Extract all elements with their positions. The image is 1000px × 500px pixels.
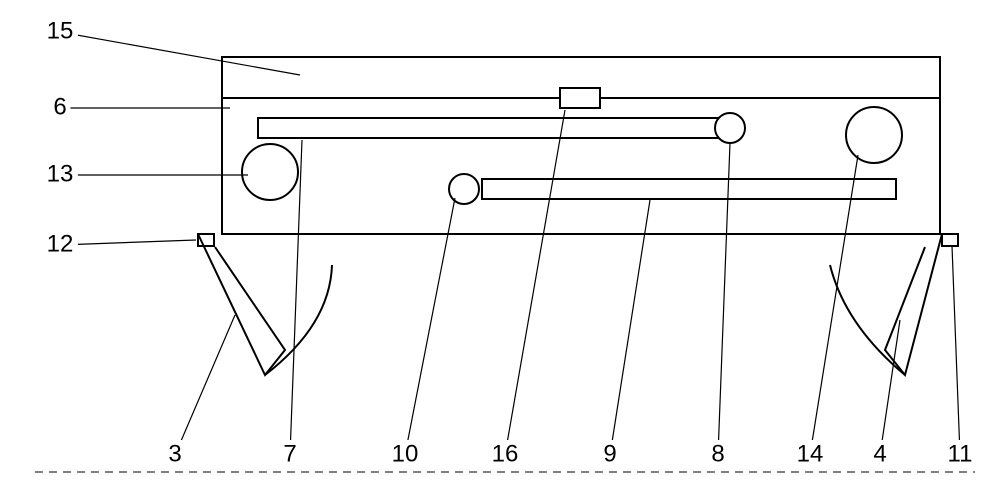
callout-label: 8 (711, 440, 724, 467)
callout-label: 3 (168, 440, 181, 467)
callout-label: 6 (53, 93, 66, 120)
callout-label: 4 (873, 440, 886, 467)
callout-label: 12 (47, 230, 74, 257)
callout-label: 14 (797, 440, 824, 467)
callout-label: 10 (392, 440, 419, 467)
callout-label: 15 (47, 17, 74, 44)
callout-label: 7 (283, 440, 296, 467)
callout-label: 11 (948, 440, 973, 467)
callout-label: 9 (603, 440, 616, 467)
callout-label: 16 (492, 440, 519, 467)
callout-label: 13 (47, 160, 74, 187)
